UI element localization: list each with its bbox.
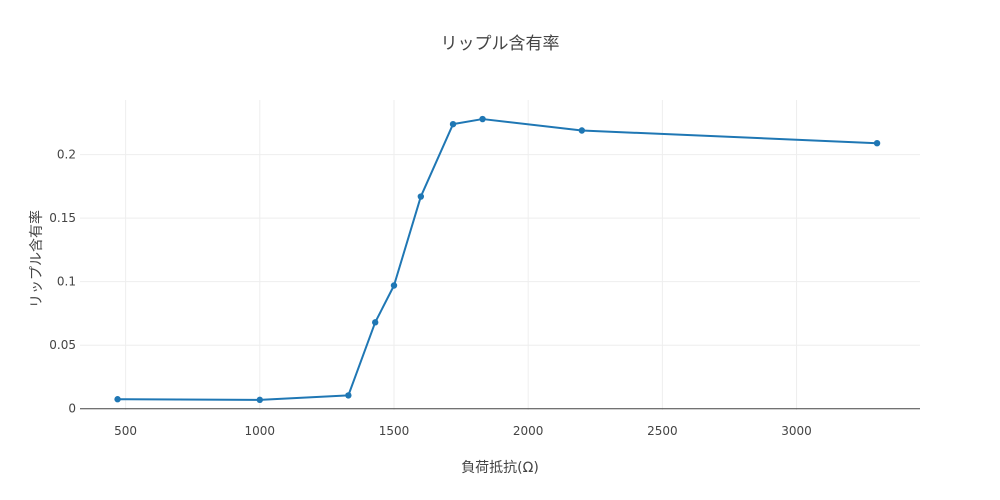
x-tick-label: 1000 [245,424,276,438]
data-point [390,282,398,289]
data-point [873,139,881,147]
x-tick-label: 2000 [513,424,544,438]
data-point [372,319,379,326]
data-point [417,193,425,200]
data-point [114,396,121,403]
data-point [345,392,352,399]
series-layer [114,115,881,404]
x-tick-label: 2500 [647,424,678,438]
data-point [578,127,586,134]
x-axis-title: 負荷抵抗(Ω) [461,460,539,476]
chart-title: リップル含有率 [441,34,560,54]
y-tick-label: 0 [68,402,76,416]
data-point [256,396,264,404]
y-gridlines [80,154,920,346]
x-tick-label: 500 [114,424,137,438]
x-tick-label: 1500 [379,424,410,438]
y-tick-label: 0.1 [57,275,76,289]
y-tick-label: 0.2 [57,148,76,162]
x-gridlines [125,100,798,410]
data-point [449,120,457,128]
y-tick-label: 0.05 [49,338,76,352]
x-tick-label: 3000 [781,424,812,438]
x-tick-labels: 500 1000 1500 2000 2500 3000 [114,424,812,438]
y-axis-title: リップル含有率 [28,210,45,308]
data-point [479,115,486,123]
series-line [117,118,878,401]
y-tick-labels: 0 0.05 0.1 0.15 0.2 [49,148,76,416]
y-tick-label: 0.15 [49,211,76,225]
